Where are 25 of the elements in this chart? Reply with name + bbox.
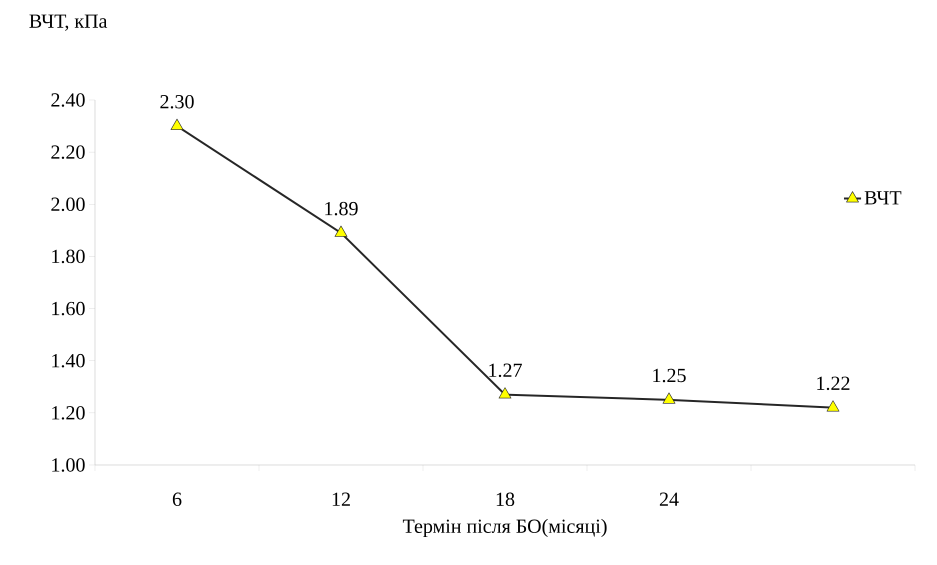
y-tick-label: 1.80 bbox=[52, 250, 85, 264]
y-axis-title: ВЧТ, кПа bbox=[29, 14, 108, 31]
y-tick-label: 2.40 bbox=[51, 93, 85, 107]
y-tick-label: 1.00 bbox=[52, 458, 85, 472]
point bbox=[170, 118, 184, 130]
x-tick-label: 18 bbox=[496, 492, 514, 506]
x-axis-title: Термін після БО(місяці) bbox=[402, 518, 607, 538]
legend-label: ВЧТ bbox=[864, 191, 902, 204]
y-tick-label: 2.00 bbox=[51, 197, 85, 212]
y-tick-label: 1.40 bbox=[52, 354, 85, 368]
point bbox=[334, 226, 348, 237]
x-tick-label: 6 bbox=[172, 492, 182, 506]
x-tick-label: 24 bbox=[660, 492, 679, 506]
point bbox=[662, 392, 676, 404]
data-label: 1.89 bbox=[325, 202, 358, 216]
data-label: 2.30 bbox=[160, 94, 194, 109]
point bbox=[826, 400, 840, 412]
y-tick-label: 1.20 bbox=[52, 406, 85, 420]
x-tick-label: 12 bbox=[332, 492, 350, 506]
point bbox=[498, 387, 512, 398]
data-label: 1.22 bbox=[817, 376, 850, 390]
y-tick-label: 2.20 bbox=[51, 145, 85, 159]
data-label: 1.27 bbox=[489, 364, 522, 378]
y-tick-label: 1.60 bbox=[52, 302, 85, 316]
data-label: 1.25 bbox=[653, 368, 686, 382]
